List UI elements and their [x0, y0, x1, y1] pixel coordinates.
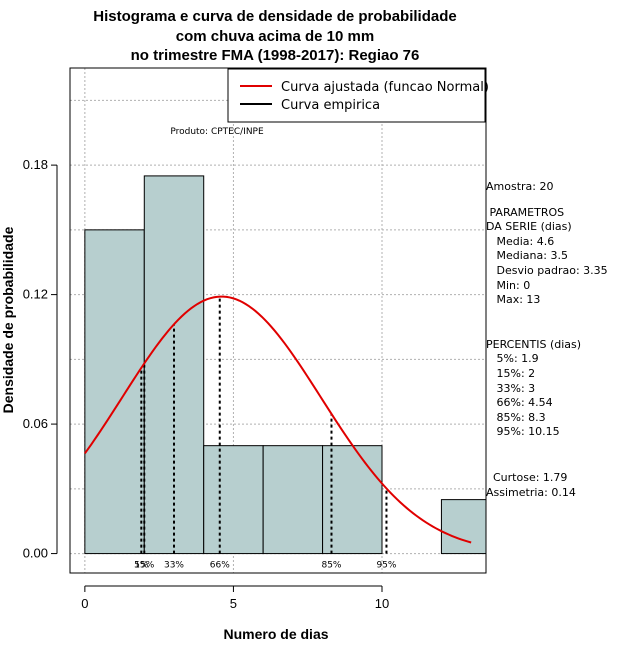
- y-tick-label-0: 0.00: [23, 546, 48, 561]
- legend-box: [227, 68, 486, 123]
- histogram-bar-3: [262, 445, 324, 555]
- stat-min: Min: 0: [486, 278, 531, 292]
- percentiles-title: PERCENTIS (dias): [486, 337, 582, 351]
- stat-median: Mediana: 3.5: [486, 249, 568, 263]
- params-title-2: DA SERIE (dias): [486, 220, 572, 234]
- percentile-label-2: 33%: [164, 561, 184, 571]
- y-tick-label-1: 0.06: [23, 416, 48, 431]
- statistics-panel: Amostra: 20 PARAMETROS DA SERIE (dias) M…: [486, 180, 640, 500]
- legend-fitted-label: Curva ajustada (funcao Normal): [281, 80, 489, 95]
- percentile-label-5: 95%: [376, 561, 396, 571]
- params-title-1: PARAMETROS: [486, 205, 565, 219]
- pct-15: 15%: 2: [486, 366, 536, 380]
- y-tick-label-2: 0.12: [23, 287, 48, 302]
- percentile-label-1: 15%: [134, 561, 154, 571]
- histogram-bar-2: [203, 445, 264, 555]
- y-tick-label-3: 0.18: [23, 157, 48, 172]
- histogram-bars: [84, 175, 487, 555]
- legend-empirical-label: Curva empirica: [281, 98, 380, 113]
- stat-skewness: Assimetria: 0.14: [486, 485, 576, 499]
- percentile-label-3: 66%: [210, 561, 230, 571]
- pct-66: 66%: 4.54: [486, 396, 553, 410]
- y-axis: 0.00 0.06 0.12 0.18: [23, 157, 58, 561]
- x-axis-label: Numero de dias: [223, 626, 328, 642]
- pct-33: 33%: 3: [486, 381, 536, 395]
- sample-size: Amostra: 20: [486, 180, 554, 193]
- percentile-label-4: 85%: [321, 561, 341, 571]
- x-tick-label-0: 0: [81, 596, 88, 611]
- stat-sd: Desvio padrao: 3.35: [486, 263, 608, 277]
- chart-title-line-2: com chuva acima de 10 mm: [176, 28, 374, 45]
- chart-title-line-3: no trimestre FMA (1998-2017): Regiao 76: [131, 47, 420, 64]
- pct-5: 5%: 1.9: [486, 352, 539, 366]
- x-axis: 0 5 10: [81, 585, 389, 611]
- legend: Curva ajustada (funcao Normal) Curva emp…: [227, 68, 489, 123]
- y-axis-label: Densidade de probabilidade: [0, 226, 16, 413]
- x-tick-label-10: 10: [375, 596, 389, 611]
- stat-kurtosis: Curtose: 1.79: [486, 470, 568, 484]
- percentile-markers: [140, 296, 388, 554]
- histogram-bar-6: [440, 499, 487, 555]
- percentile-label-0: 5%: [134, 561, 149, 571]
- chart-title-line-1: Histograma e curva de densidade de proba…: [93, 8, 456, 25]
- stat-mean: Media: 4.6: [486, 234, 555, 248]
- pct-85: 85%: 8.3: [486, 410, 546, 424]
- percentile-labels: 5%15% 33% 66% 85% 95%: [134, 561, 397, 571]
- fitted-normal-curve: [84, 295, 472, 544]
- x-tick-label-5: 5: [230, 596, 237, 611]
- histogram-bar-0: [84, 229, 145, 555]
- plot-frame: [69, 67, 487, 574]
- histogram-bar-4: [322, 445, 383, 555]
- stat-max: Max: 13: [486, 293, 541, 307]
- product-annotation: Produto: CPTEC/INPE: [170, 127, 264, 137]
- pct-95: 95%: 10.15: [486, 425, 560, 439]
